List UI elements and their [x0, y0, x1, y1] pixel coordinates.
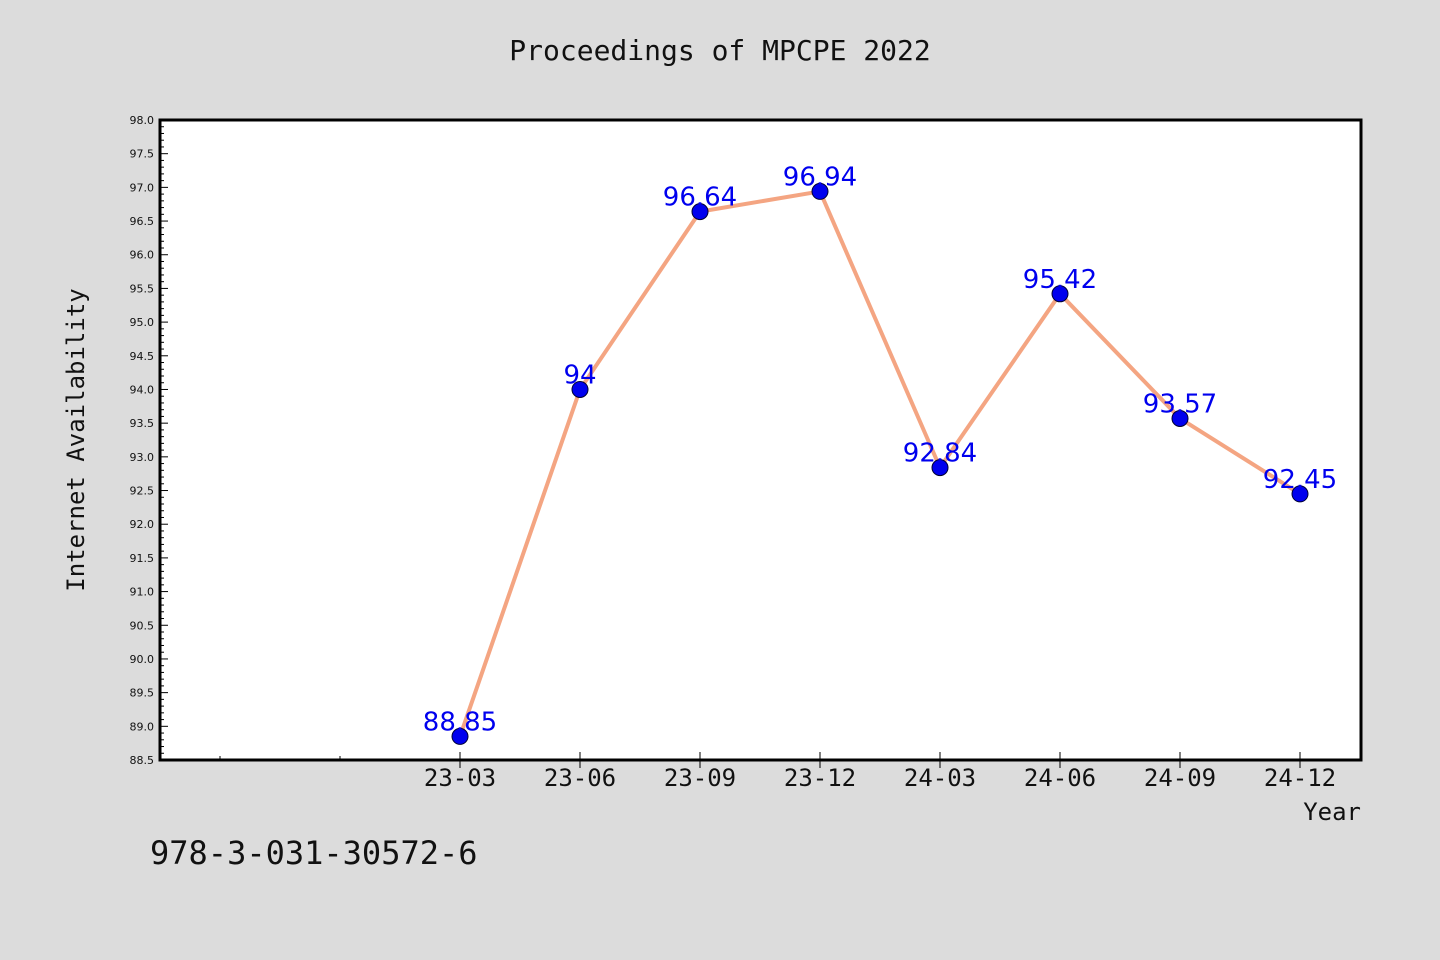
data-point	[811, 182, 829, 200]
x-tick-label: 24-06	[1024, 764, 1096, 792]
y-tick-label: 96.0	[130, 249, 155, 262]
y-tick-label: 95.0	[130, 316, 155, 329]
data-point	[691, 203, 709, 221]
y-tick-label: 92.0	[130, 518, 155, 531]
data-point	[1291, 485, 1309, 503]
data-point	[571, 380, 589, 398]
plot-area	[158, 118, 1363, 762]
x-axis-label: Year	[1303, 798, 1361, 826]
y-tick-label: 95.5	[130, 282, 155, 295]
y-tick-label: 97.0	[130, 181, 155, 194]
x-tick-label: 23-03	[424, 764, 496, 792]
y-tick-label: 96.5	[130, 215, 155, 228]
x-tick-label: 23-06	[544, 764, 616, 792]
data-point	[1171, 409, 1189, 427]
y-tick-label: 90.0	[130, 653, 155, 666]
x-tick-label: 24-12	[1264, 764, 1336, 792]
data-label: 88.85	[423, 707, 497, 737]
chart-title: Proceedings of MPCPE 2022	[509, 34, 931, 67]
x-tick-label: 23-12	[784, 764, 856, 792]
x-tick-label: 24-09	[1144, 764, 1216, 792]
data-label: 92.45	[1263, 465, 1337, 495]
data-label: 92.84	[903, 439, 977, 469]
y-tick-label: 93.0	[130, 451, 155, 464]
data-point	[1051, 285, 1069, 303]
data-label: 93.57	[1143, 389, 1217, 419]
data-point	[451, 727, 469, 745]
data-label: 96.94	[783, 162, 857, 192]
y-tick-label: 88.5	[130, 754, 155, 767]
y-tick-label: 89.0	[130, 720, 155, 733]
y-tick-label: 89.5	[130, 687, 155, 700]
data-label: 95.42	[1023, 265, 1097, 295]
y-tick-label: 90.5	[130, 619, 155, 632]
data-point	[931, 459, 949, 477]
y-tick-label: 91.0	[130, 586, 155, 599]
y-tick-label: 93.5	[130, 417, 155, 430]
y-tick-label: 91.5	[130, 552, 155, 565]
x-tick-label: 23-09	[664, 764, 736, 792]
y-tick-label: 92.5	[130, 485, 155, 498]
y-axis-label: Internet Availability	[62, 288, 90, 591]
x-tick-label: 24-03	[904, 764, 976, 792]
y-tick-label: 94.5	[130, 350, 155, 363]
isbn-footnote: 978-3-031-30572-6	[150, 834, 478, 872]
y-tick-label: 97.5	[130, 148, 155, 161]
data-label: 96.64	[663, 183, 737, 213]
y-tick-label: 94.0	[130, 383, 155, 396]
y-tick-label: 98.0	[130, 114, 155, 127]
data-label: 94	[563, 360, 596, 390]
series-line	[458, 189, 1302, 739]
